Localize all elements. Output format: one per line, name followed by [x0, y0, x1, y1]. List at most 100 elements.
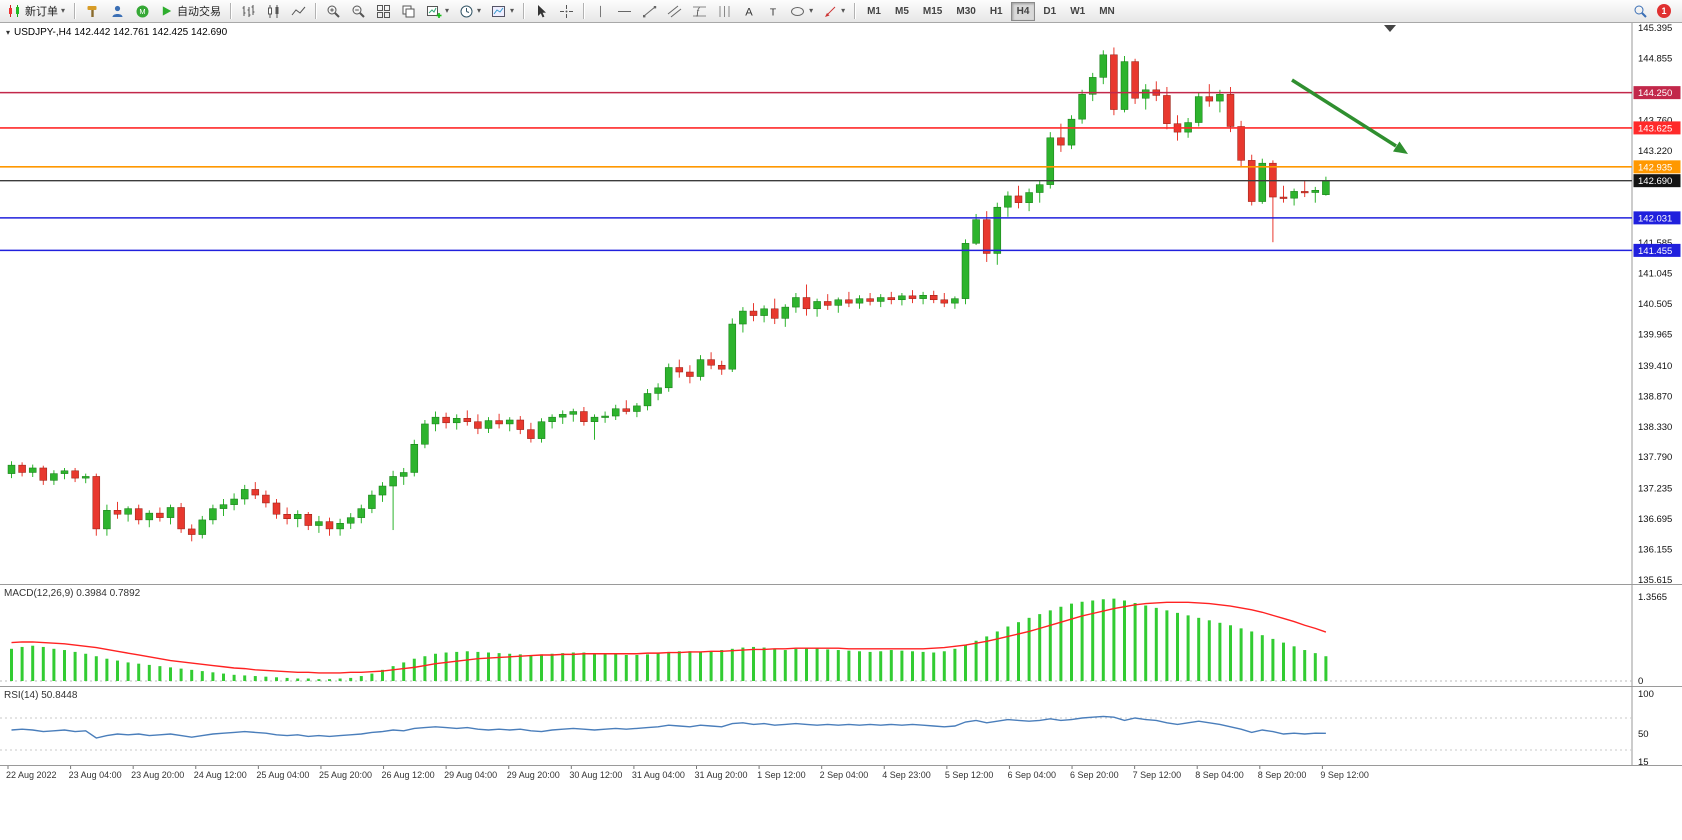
- price-badge: [1633, 121, 1681, 135]
- svg-text:15: 15: [1638, 757, 1649, 768]
- candle: [601, 415, 609, 418]
- candle: [198, 519, 207, 535]
- accounts-icon: [112, 5, 123, 17]
- candle: [166, 507, 175, 518]
- new-chart-button[interactable]: ▾: [422, 2, 453, 21]
- fibonacci-tool-button[interactable]: f: [688, 2, 711, 21]
- cascade-windows-button[interactable]: [397, 2, 420, 21]
- macd-panel[interactable]: 1.3565 0: [0, 592, 1667, 687]
- rsi-panel[interactable]: 100 50 15: [0, 689, 1654, 768]
- timeframe-mn-button[interactable]: MN: [1093, 2, 1121, 21]
- candle: [887, 297, 896, 301]
- svg-text:135.615: 135.615: [1638, 575, 1672, 586]
- svg-text:142.690: 142.690: [1638, 176, 1672, 187]
- cursor-button[interactable]: [530, 2, 553, 21]
- vertical-line-tool-button[interactable]: [590, 2, 611, 21]
- svg-text:31 Aug 20:00: 31 Aug 20:00: [694, 770, 747, 780]
- candle: [1025, 192, 1033, 203]
- candlestick-mode-button[interactable]: [262, 2, 285, 21]
- accounts-button[interactable]: [106, 2, 129, 21]
- price-levels-layer[interactable]: [0, 91, 1632, 252]
- timeframe-m1-button[interactable]: M1: [861, 2, 887, 21]
- timeframe-h1-button[interactable]: H1: [984, 2, 1009, 21]
- candle: [442, 416, 450, 424]
- candle: [1046, 137, 1055, 185]
- candle: [1279, 196, 1288, 199]
- toolbar-separator: [74, 3, 77, 19]
- svg-text:2 Sep 04:00: 2 Sep 04:00: [820, 770, 869, 780]
- timeframe-m30-button[interactable]: M30: [950, 2, 981, 21]
- svg-text:8 Sep 04:00: 8 Sep 04:00: [1195, 770, 1244, 780]
- price-badge: [1633, 211, 1681, 225]
- arrows-tool-button[interactable]: ▾: [819, 2, 849, 21]
- chevron-down-icon: ▾: [809, 6, 814, 15]
- rsi-line: [11, 715, 1326, 739]
- channel-tool-button[interactable]: [663, 2, 686, 21]
- templates-button[interactable]: ▾: [487, 2, 518, 21]
- chart-canvas[interactable]: 145.395 144.855 143.760 143.220 141.585 141.0…: [0, 22, 1682, 840]
- candle: [982, 219, 991, 254]
- candle: [240, 489, 249, 500]
- candle: [972, 219, 980, 244]
- candle: [1067, 118, 1076, 146]
- candle: [134, 508, 143, 521]
- tile-windows-button[interactable]: [372, 2, 395, 21]
- crosshair-button[interactable]: [555, 2, 578, 21]
- candle: [622, 408, 631, 412]
- svg-text:6 Sep 04:00: 6 Sep 04:00: [1007, 770, 1056, 780]
- timeframe-h4-button[interactable]: H4: [1010, 2, 1036, 21]
- collapse-chart-icon[interactable]: ▾: [6, 28, 11, 37]
- zoom-in-button[interactable]: [322, 2, 345, 21]
- candle: [1290, 191, 1298, 199]
- notification-badge[interactable]: 1: [1657, 4, 1671, 18]
- timeframe-d1-button[interactable]: D1: [1037, 2, 1062, 21]
- zoom-out-button[interactable]: [347, 2, 370, 21]
- candle: [315, 521, 323, 526]
- candle: [283, 513, 291, 520]
- timeframe-m15-button[interactable]: M15: [917, 2, 948, 21]
- text-tool-button[interactable]: A: [738, 2, 760, 21]
- timeframe-w1-button[interactable]: W1: [1064, 2, 1091, 21]
- svg-text:138.330: 138.330: [1638, 422, 1672, 433]
- candle: [898, 295, 906, 301]
- cycle-lines-tool-button[interactable]: [713, 2, 736, 21]
- candle: [929, 295, 938, 301]
- search-button[interactable]: [1629, 2, 1652, 21]
- shapes-tool-button[interactable]: ▾: [786, 2, 817, 21]
- svg-text:141.585: 141.585: [1638, 238, 1672, 249]
- candle: [664, 367, 673, 389]
- candle: [262, 494, 270, 504]
- cursor-icon: [538, 4, 547, 17]
- candle: [760, 308, 768, 316]
- candles-layer: [7, 47, 1330, 542]
- trendline-tool-button[interactable]: [638, 2, 661, 21]
- line-chart-icon: [291, 6, 306, 15]
- svg-text:137.790: 137.790: [1638, 452, 1672, 463]
- text-label-tool-button[interactable]: T: [762, 2, 784, 21]
- svg-text:31 Aug 04:00: 31 Aug 04:00: [632, 770, 685, 780]
- svg-text:T: T: [770, 7, 777, 18]
- svg-text:24 Aug 12:00: 24 Aug 12:00: [194, 770, 247, 780]
- community-button[interactable]: M: [131, 2, 154, 21]
- candle: [696, 359, 705, 377]
- timeframe-group: M1 M5 M15 M30 H1 H4 D1 W1 MN: [860, 1, 1122, 21]
- svg-text:25 Aug 20:00: 25 Aug 20:00: [319, 770, 372, 780]
- tools-button[interactable]: [81, 2, 104, 21]
- timeframe-m5-button[interactable]: M5: [889, 2, 915, 21]
- toolbar: 新订单 ▾ M 自动交易: [0, 0, 1682, 23]
- bar-chart-mode-button[interactable]: [237, 2, 260, 21]
- time-axis[interactable]: 22 Aug 2022 23 Aug 04:00 23 Aug 20:00 24 Au…: [6, 766, 1369, 780]
- svg-text:22 Aug 2022: 22 Aug 2022: [6, 770, 57, 780]
- price-scale[interactable]: 145.395 144.855 143.760 143.220 141.585 141.0…: [1638, 23, 1672, 586]
- candle: [336, 523, 344, 530]
- shapes-icon: [791, 6, 805, 16]
- new-order-button[interactable]: 新订单 ▾: [3, 2, 69, 21]
- candle: [357, 508, 366, 518]
- candle: [92, 476, 101, 530]
- horizontal-line-tool-button[interactable]: [613, 2, 636, 21]
- candle: [654, 387, 662, 394]
- auto-trading-button[interactable]: 自动交易: [156, 2, 225, 21]
- periods-button[interactable]: ▾: [455, 2, 485, 21]
- trend-arrow-annotation[interactable]: [1291, 78, 1408, 154]
- line-chart-mode-button[interactable]: [287, 2, 310, 21]
